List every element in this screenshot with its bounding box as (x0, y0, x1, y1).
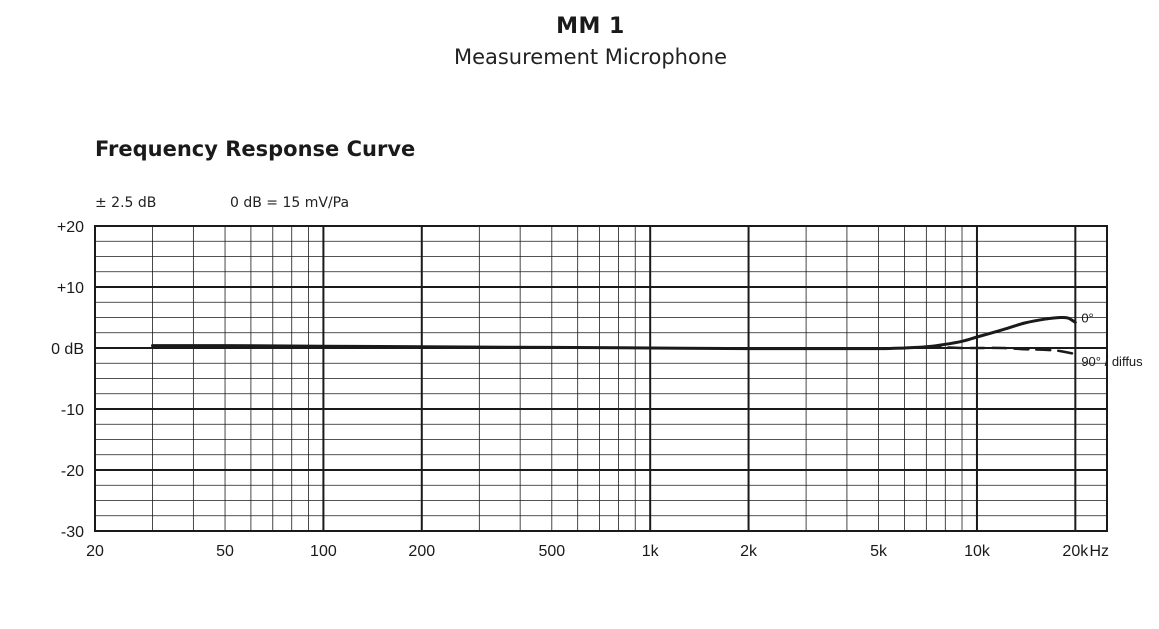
y-tick-label: -10 (61, 402, 84, 419)
sensitivity-note: 0 dB = 15 mV/Pa (230, 195, 350, 211)
x-tick-label: 100 (310, 543, 337, 560)
chart-title: Frequency Response Curve (95, 137, 416, 161)
series-line-off-axis (925, 345, 1077, 356)
x-tick-label: 10k (964, 543, 991, 560)
plot-frame (94, 225, 1108, 532)
y-tick-label: 0 dB (51, 341, 84, 358)
y-tick-label: -20 (61, 463, 84, 480)
page-title: MM 1 (556, 14, 625, 39)
page-subtitle: Measurement Microphone (453, 45, 728, 69)
series-layer: 0° 90° / diffus (151, 310, 1143, 369)
y-tick-label: -30 (61, 524, 84, 541)
x-tick-label: 200 (408, 543, 435, 560)
x-tick-label: 20k (1062, 543, 1089, 560)
y-tick-label: +20 (57, 219, 84, 236)
x-tick-label: 50 (216, 543, 234, 560)
y-tick-label: +10 (57, 280, 84, 297)
x-tick-label: 500 (538, 543, 565, 560)
series-label: 90° / diffus (1081, 354, 1143, 369)
x-tick-label: 5k (870, 543, 888, 560)
x-unit-label: Hz (1089, 543, 1109, 560)
grid-minor (95, 226, 1107, 531)
x-tick-label: 2k (740, 543, 758, 560)
x-tick-labels: 20 50 100 200 500 1k 2k 5k 10k 20k (86, 543, 1089, 560)
x-tick-label: 20 (86, 543, 104, 560)
series-label: 0° (1081, 310, 1093, 325)
series-line-on-axis (151, 315, 1077, 351)
tolerance-note: ± 2.5 dB (95, 195, 157, 211)
y-tick-labels: +20 +10 0 dB -10 -20 -30 (51, 219, 84, 541)
x-tick-label: 1k (642, 543, 660, 560)
